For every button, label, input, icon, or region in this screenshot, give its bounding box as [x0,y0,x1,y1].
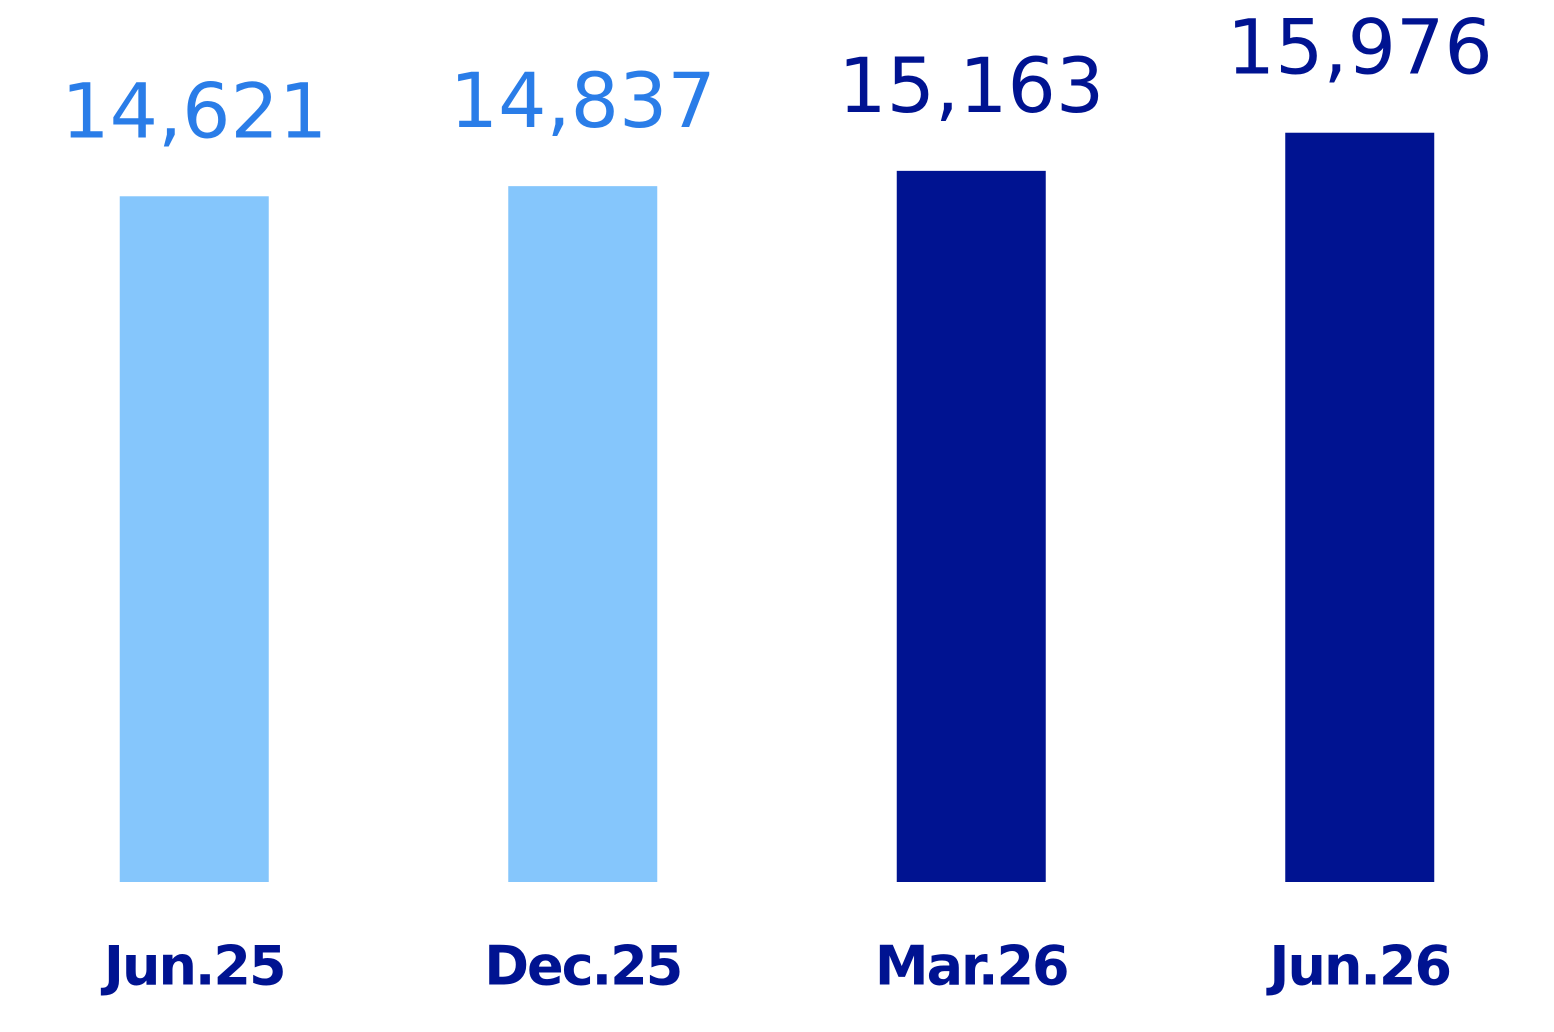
bar [1285,132,1435,883]
x-tick-label: Jun.26 [1265,935,1450,998]
value-label: 14,837 [450,56,716,145]
x-tick-label: Dec.25 [484,935,681,998]
value-label: 15,163 [838,41,1104,130]
value-label: 15,976 [1227,3,1493,92]
bar [119,196,269,883]
x-tick-label: Jun.25 [100,935,285,998]
value-label: 14,621 [61,66,327,155]
x-tick-label: Mar.26 [875,935,1068,998]
bar [508,186,658,882]
bar [896,170,1046,883]
